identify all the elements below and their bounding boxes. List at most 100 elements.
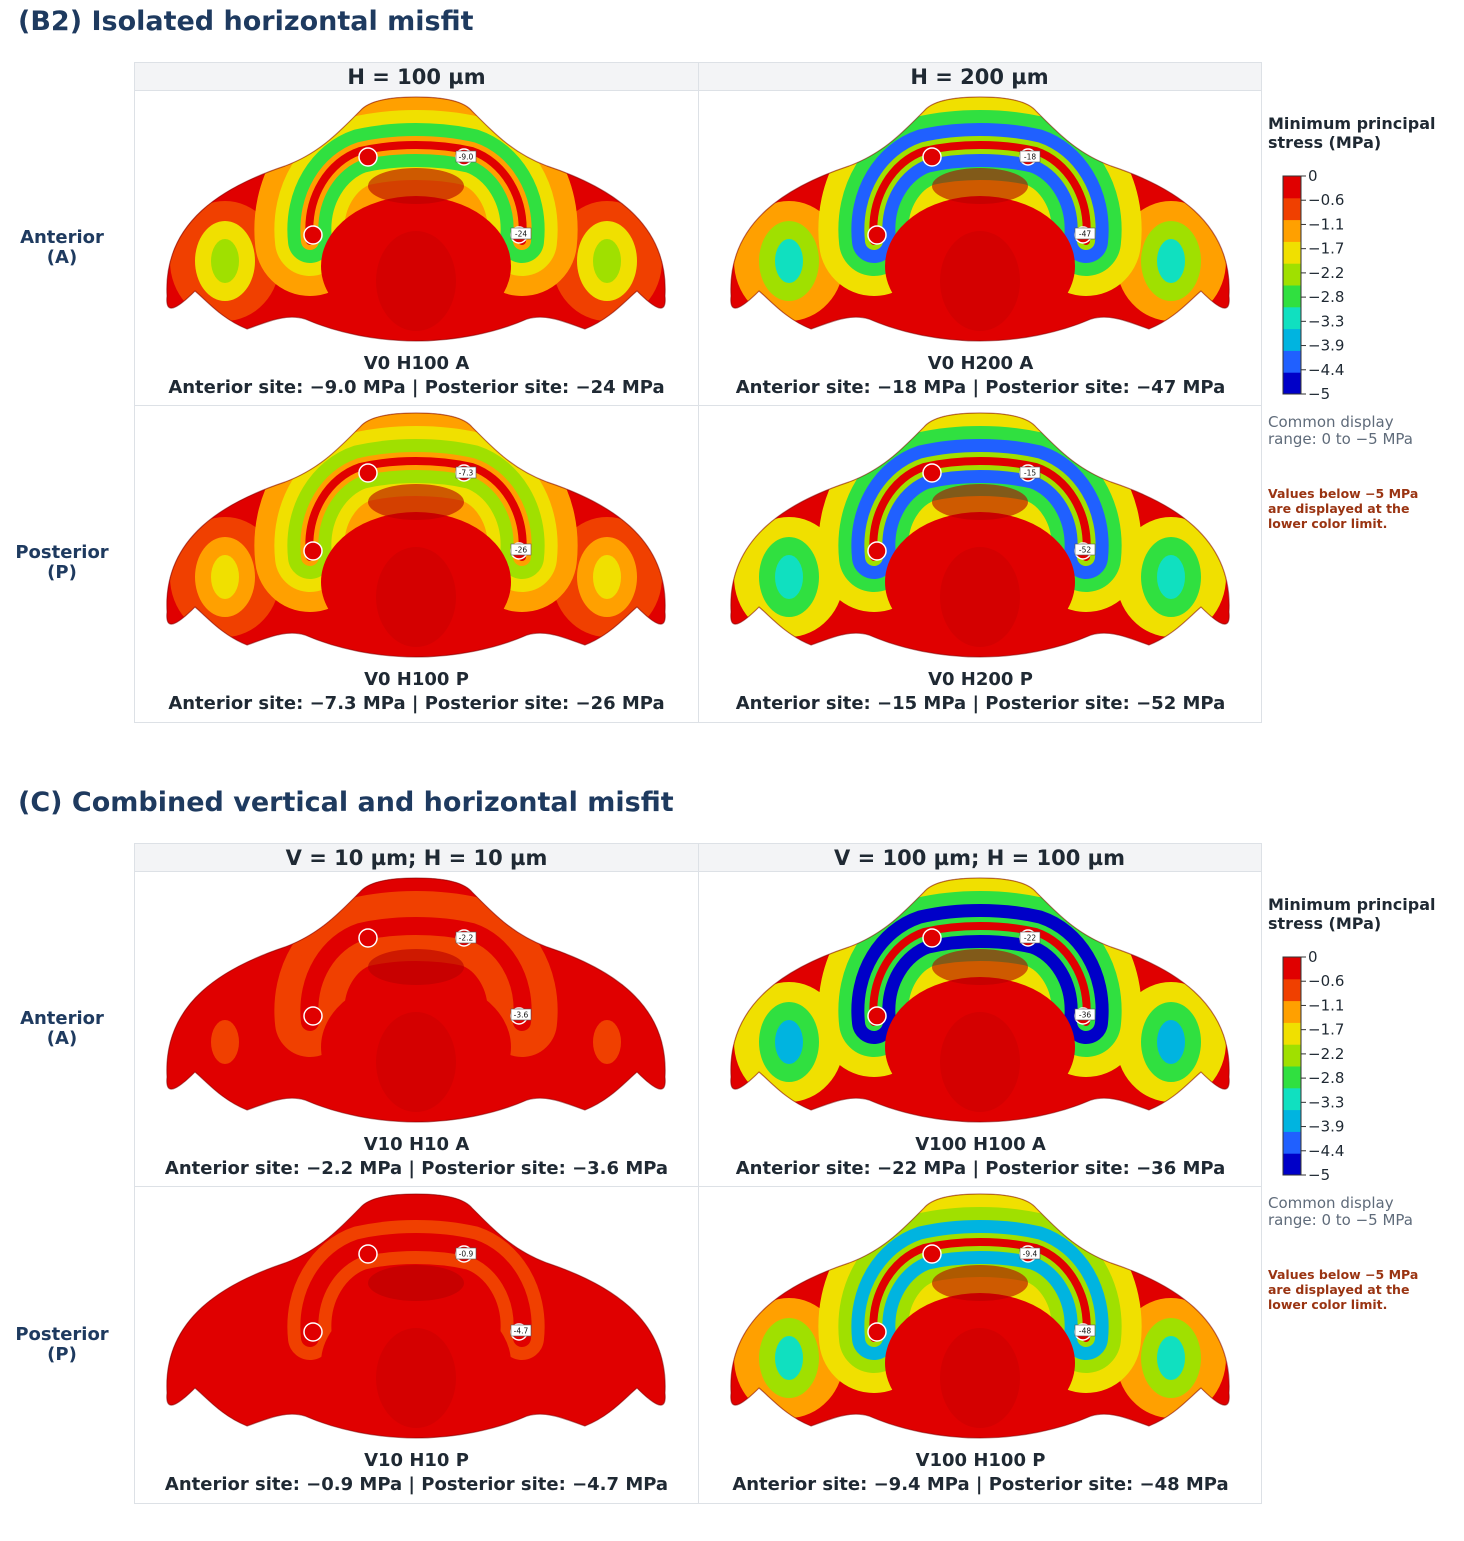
implant-site-marker — [303, 541, 323, 561]
legend-note-line1: Values below −5 MPa — [1268, 1267, 1419, 1282]
section-c: (C) Combined vertical and horizontal mis… — [0, 781, 1464, 1541]
posterior-site-tag-box — [1074, 543, 1096, 556]
colorbar-tick-label: −2.2 — [1308, 264, 1344, 282]
row-label-line1: Anterior — [20, 1008, 104, 1029]
implant-site-marker — [922, 1244, 942, 1264]
colorbar-segment — [1283, 241, 1301, 264]
implant-site-marker — [867, 1322, 887, 1342]
anterior-site-tag: -22 — [1024, 934, 1036, 943]
legend-clip-note: Values below −5 MPa are displayed at the… — [1268, 1267, 1458, 1312]
colorbar-tick-label: −2.8 — [1308, 288, 1344, 306]
legend-title-line2: stress (MPa) — [1268, 914, 1382, 933]
anterior-site-tag-box — [455, 1247, 477, 1260]
grid-divider — [698, 844, 699, 1503]
implant-site-marker — [358, 147, 378, 167]
implant-site-marker — [867, 225, 887, 245]
colorbar-tick-label: 0 — [1308, 167, 1318, 185]
row-label-line2: (A) — [46, 1028, 78, 1049]
legend-range-line2: range: 0 to −5 MPa — [1268, 430, 1413, 448]
figure-grid: V = 10 µm; H = 10 µm V = 100 µm; H = 100… — [134, 843, 1262, 1504]
column-header-left: H = 100 µm — [135, 63, 698, 91]
colorbar-tick-label: −0.6 — [1308, 972, 1344, 990]
anterior-site-tag-box — [1019, 150, 1041, 163]
anterior-site-tag-box — [455, 150, 477, 163]
anterior-site-tag: -9.0 — [459, 153, 474, 162]
posterior-site-tag: -47 — [1079, 230, 1091, 239]
colorbar-tick-label: −0.6 — [1308, 191, 1344, 209]
legend-title-line1: Minimum principal — [1268, 114, 1436, 133]
cell-title: V0 H200 P — [928, 669, 1033, 690]
model-outline — [166, 412, 666, 658]
anterior-site-tag-box — [1019, 1247, 1041, 1260]
posterior-site-tag-box — [510, 1324, 532, 1337]
anterior-site-tag: -2.2 — [459, 934, 474, 943]
implant-site-marker — [867, 541, 887, 561]
colorbar-segment — [1283, 1131, 1301, 1154]
column-header-right: H = 200 µm — [698, 63, 1261, 91]
posterior-site-tag: -24 — [515, 230, 527, 239]
stress-field — [730, 878, 1230, 1122]
stress-map-image: -9.0 -24 — [166, 96, 666, 342]
cell-site-values: Anterior site: −22 MPa | Posterior site:… — [735, 1158, 1226, 1179]
model-outline — [166, 877, 666, 1123]
stress-field — [166, 1194, 666, 1438]
implant-site-marker — [922, 147, 942, 167]
row-label-anterior: Anterior (A) — [0, 228, 124, 268]
legend-clip-note: Values below −5 MPa are displayed at the… — [1268, 486, 1458, 531]
stress-field — [166, 97, 666, 341]
colorbar-tick-label: −1.7 — [1308, 240, 1344, 258]
section-title: (B2) Isolated horizontal misfit — [18, 6, 474, 37]
legend-range-line1: Common display — [1268, 1194, 1394, 1212]
colorbar-legend: Minimum principal stress (MPa) 0 −0.6 −1.1… — [1268, 895, 1458, 1312]
posterior-site-tag: -52 — [1079, 546, 1091, 555]
cell-title: V100 H100 A — [915, 1134, 1046, 1155]
row-label-line2: (P) — [47, 562, 77, 583]
colorbar-segment — [1283, 263, 1301, 286]
stress-field — [166, 413, 666, 657]
legend-range-line2: range: 0 to −5 MPa — [1268, 1211, 1413, 1229]
posterior-site-tag-box — [1074, 227, 1096, 240]
colorbar-segment — [1283, 372, 1301, 395]
colorbar-tick-label: −4.4 — [1308, 361, 1344, 379]
colorbar-segment — [1283, 978, 1301, 1002]
anterior-site-tag-box — [455, 466, 477, 479]
stress-map-cell: -7.3 -26 V0 H100 P Anterior site: −7.3 MP… — [135, 407, 698, 721]
section-title: (C) Combined vertical and horizontal mis… — [18, 787, 674, 818]
legend-title-line2: stress (MPa) — [1268, 133, 1382, 152]
legend-title-line1: Minimum principal — [1268, 895, 1436, 914]
stress-map-image: -22 -36 — [730, 877, 1230, 1123]
cell-title: V0 H200 A — [927, 353, 1034, 374]
colorbar-tick-label: −4.4 — [1308, 1142, 1344, 1160]
stress-field — [166, 878, 666, 1122]
legend-range-note: Common display range: 0 to −5 MPa — [1268, 414, 1458, 448]
posterior-site-tag-box — [1074, 1008, 1096, 1021]
row-label-line1: Posterior — [15, 1324, 109, 1345]
stress-map-cell: -9.4 -48 V100 H100 P Anterior site: −9.4 … — [699, 1188, 1262, 1502]
row-label-line1: Posterior — [15, 542, 109, 563]
legend-note-line3: lower color limit. — [1268, 1297, 1388, 1312]
colorbar-segment — [1283, 306, 1301, 330]
anterior-site-tag-box — [455, 931, 477, 944]
row-label-anterior: Anterior (A) — [0, 1009, 124, 1049]
legend-range-note: Common display range: 0 to −5 MPa — [1268, 1195, 1458, 1229]
stress-map-image: -9.4 -48 — [730, 1193, 1230, 1439]
stress-map-image: -2.2 -3.6 — [166, 877, 666, 1123]
implant-site-marker — [922, 928, 942, 948]
stress-map-image: -7.3 -26 — [166, 412, 666, 658]
stress-map-cell: -9.0 -24 V0 H100 A Anterior site: −9.0 MP… — [135, 91, 698, 405]
stress-field — [730, 413, 1230, 657]
figure-grid: H = 100 µm H = 200 µm -9.0 -24 V0 H100 A … — [134, 62, 1262, 723]
legend-note-line3: lower color limit. — [1268, 516, 1388, 531]
colorbar-frame — [1282, 175, 1302, 395]
posterior-site-tag-box — [510, 1008, 532, 1021]
grid-divider — [135, 1186, 1261, 1187]
model-outline — [730, 96, 1230, 342]
stress-map-image: -15 -52 — [730, 412, 1230, 658]
colorbar-segment — [1283, 350, 1301, 373]
colorbar: 0 −0.6 −1.1 −1.7 −2.2 −2.8 −3.3 −3.9 −4.4 −5 — [1282, 167, 1344, 403]
row-label-posterior: Posterior (P) — [0, 543, 124, 583]
cell-site-values: Anterior site: −9.0 MPa | Posterior site… — [168, 377, 665, 398]
anterior-site-tag-box — [1019, 931, 1041, 944]
stress-map-image: -18 -47 — [730, 96, 1230, 342]
legend-range-line1: Common display — [1268, 413, 1394, 431]
